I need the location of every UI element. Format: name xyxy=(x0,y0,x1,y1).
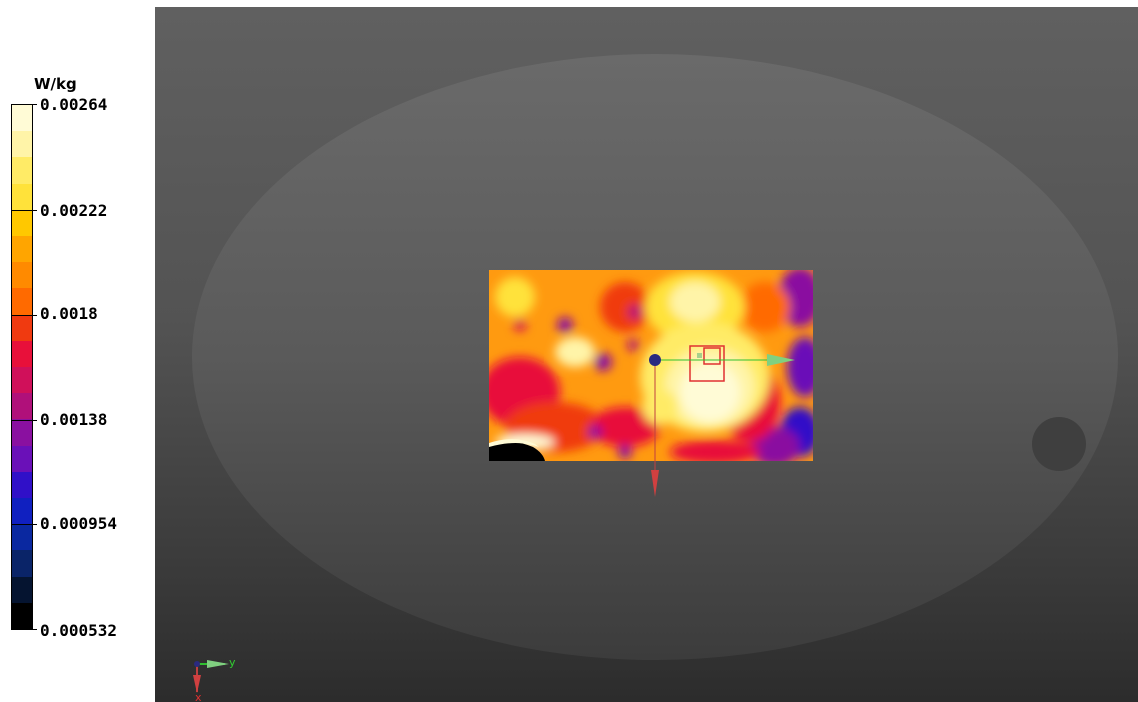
colorbar-tick xyxy=(11,315,37,316)
colorbar-band xyxy=(12,576,32,603)
colorbar-tick-label: 0.00138 xyxy=(40,410,108,429)
colorbar-tick-label-max: 0.00264 xyxy=(40,95,108,114)
colorbar-band xyxy=(12,445,32,472)
triad-y-label: y xyxy=(229,656,236,669)
x-axis-arrow xyxy=(651,470,659,497)
colorbar-band xyxy=(12,262,32,289)
orientation-triad: y x xyxy=(193,656,236,702)
colorbar-tick xyxy=(11,210,37,211)
colorbar-tick xyxy=(11,104,37,105)
y-axis-arrow xyxy=(767,354,795,366)
colorbar-band xyxy=(12,524,32,551)
colorbar-band xyxy=(12,602,32,629)
colorbar-band xyxy=(12,131,32,158)
colorbar-unit-label: W/kg xyxy=(34,75,77,93)
triad-x-label: x xyxy=(195,691,202,702)
colorbar-tick-label-min: 0.000532 xyxy=(40,621,118,640)
colorbar-tick xyxy=(11,524,37,525)
zoom-scan-outer-box xyxy=(689,345,725,382)
colorbar-gradient xyxy=(11,104,33,630)
colorbar-tick xyxy=(11,420,37,421)
phantom-marker-circle xyxy=(1032,417,1086,471)
colorbar-band xyxy=(12,105,32,132)
colorbar-band xyxy=(12,471,32,499)
sar-heatmap xyxy=(489,270,813,461)
colorbar-band xyxy=(12,236,32,263)
colorbar-tick-label: 0.000954 xyxy=(40,514,118,533)
colorbar-tick xyxy=(11,629,37,630)
colorbar-band xyxy=(12,288,32,315)
3d-viewport[interactable]: y x xyxy=(155,7,1138,702)
colorbar-band xyxy=(12,419,32,446)
zoom-scan-inner-box xyxy=(703,347,721,365)
peak-marker xyxy=(697,353,702,358)
colorbar-band xyxy=(12,157,32,184)
origin-sphere xyxy=(649,354,661,366)
scene-svg: y x xyxy=(192,54,1118,702)
colorbar-band xyxy=(12,367,32,394)
colorbar-tick-label: 0.0018 xyxy=(40,304,98,323)
colorbar-tick-label: 0.00222 xyxy=(40,201,108,220)
colorbar-band xyxy=(12,314,32,341)
colorbar-band xyxy=(12,209,32,237)
colorbar-band xyxy=(12,183,32,210)
colorbar-band xyxy=(12,340,32,368)
colorbar-panel: W/kg 0.00264 0.00222 0.0018 0.00138 0.00… xyxy=(0,0,155,702)
colorbar-band xyxy=(12,393,32,420)
colorbar-band xyxy=(12,498,32,525)
colorbar-band xyxy=(12,550,32,577)
